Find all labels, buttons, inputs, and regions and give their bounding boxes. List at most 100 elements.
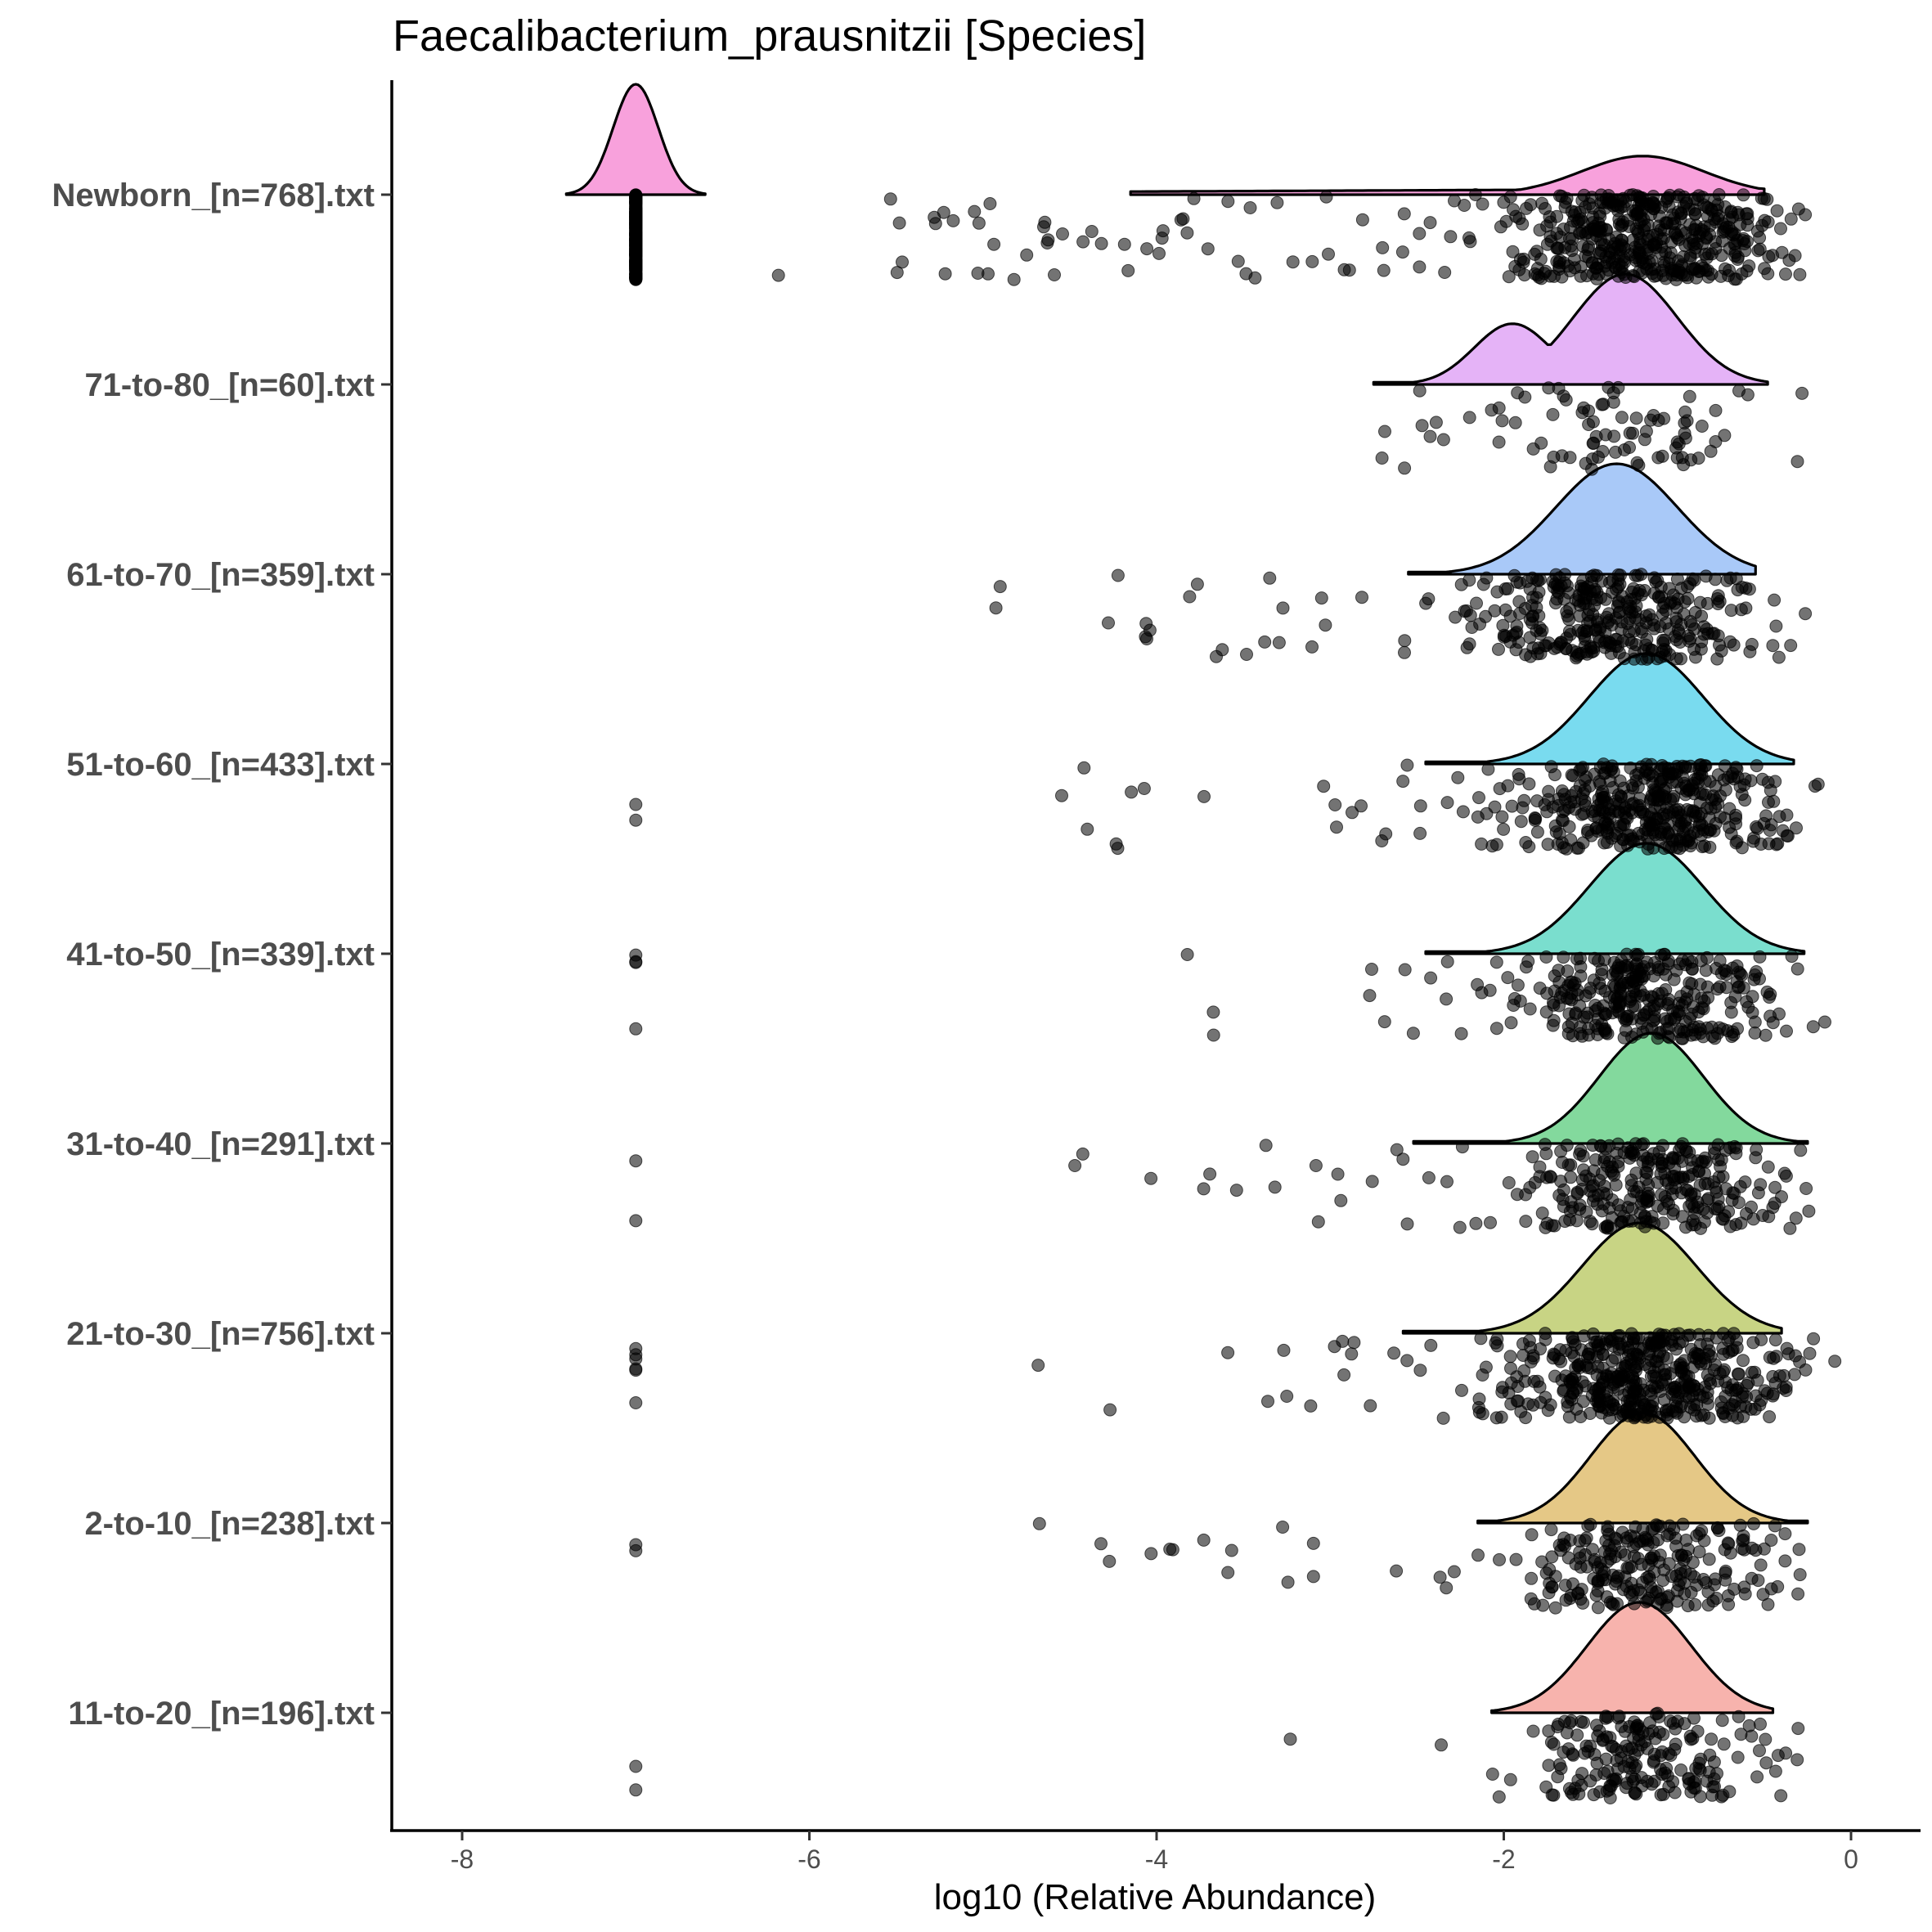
data-point [1319,618,1332,632]
data-point [1503,1772,1517,1786]
data-point [1741,388,1755,402]
data-point [1790,455,1804,469]
data-point [1489,1336,1503,1350]
data-point [1657,948,1671,961]
data-point [1663,188,1677,202]
data-point [1792,1543,1806,1557]
data-point [1710,1521,1724,1534]
data-point [1576,761,1590,775]
data-point [1440,796,1454,810]
data-point [1608,829,1622,842]
data-point [1695,420,1709,433]
data-point [1678,405,1692,419]
data-point [1790,962,1804,976]
data-point [1761,775,1775,789]
data-point [1121,263,1135,277]
data-point [1510,625,1524,639]
data-point [1503,609,1517,623]
data-point [1485,1768,1499,1781]
data-point [1546,1018,1560,1032]
data-point [1458,199,1471,212]
data-point [1612,218,1626,231]
data-point [1799,208,1813,222]
data-point [1102,616,1115,630]
data-point [1174,213,1188,227]
data-point [1694,1221,1708,1235]
data-point [1240,648,1253,661]
data-point [1548,1601,1562,1615]
data-point [1759,1756,1773,1770]
data-point [1277,1343,1291,1357]
data-point [1665,268,1679,282]
data-point [1671,592,1685,606]
data-point [1544,1523,1558,1537]
data-point [1721,1333,1735,1347]
data-point [1550,227,1564,240]
data-point [1280,1390,1294,1403]
data-point [1572,1787,1586,1801]
data-point [1454,1027,1468,1040]
data-point [1538,1138,1552,1152]
data-point [1601,1027,1615,1040]
data-point [1784,212,1798,226]
data-point [1139,630,1152,644]
data-point [1748,1026,1762,1040]
data-point [1258,635,1272,649]
data-point [1750,759,1764,773]
data-point [1659,604,1673,618]
data-point [1451,771,1465,784]
data-point [1627,652,1641,666]
data-point [1738,1587,1752,1601]
data-point [1438,266,1452,279]
data-point [1581,243,1595,257]
data-point [1705,1788,1719,1802]
data-point [1263,571,1277,585]
data-point [1559,393,1573,407]
data-point [1593,225,1607,239]
data-point [1248,271,1262,285]
data-point [1557,1714,1571,1728]
data-point [1772,810,1786,824]
data-point [1794,1143,1808,1157]
zero-point [629,1214,643,1228]
data-point [1355,213,1369,227]
data-point [1738,772,1752,786]
data-point [1561,1551,1575,1565]
data-point [1562,613,1576,627]
data-point [1638,584,1651,597]
data-point [1609,445,1622,459]
data-point [1656,1574,1670,1587]
data-point [1696,840,1710,854]
data-point [1642,650,1656,664]
data-point [1560,631,1574,645]
data-point [1462,231,1476,245]
data-point [1597,1179,1611,1193]
data-point [1364,1399,1377,1413]
data-point [1562,820,1576,833]
data-point [1693,977,1707,991]
data-point [1573,1545,1587,1559]
data-point [1512,772,1526,786]
zero-point [629,1543,643,1557]
data-point [1680,802,1694,816]
data-point [1109,837,1123,851]
data-point [1525,1528,1539,1542]
data-point [1413,227,1427,240]
data-point [1669,1360,1683,1374]
data-point [1631,568,1645,582]
data-point [1740,1206,1753,1220]
data-point [1574,260,1588,274]
data-point [1601,1555,1615,1569]
data-point [1680,992,1694,1006]
data-point [1525,571,1539,585]
data-point [1738,1175,1752,1189]
data-point [1243,201,1257,214]
data-point [1305,640,1319,654]
data-point [1701,263,1714,277]
data-point [1514,815,1528,829]
zero-point [629,955,643,969]
data-point [1660,1194,1674,1208]
data-point [1497,822,1511,836]
data-point [1611,595,1625,609]
data-point [1440,1175,1453,1188]
